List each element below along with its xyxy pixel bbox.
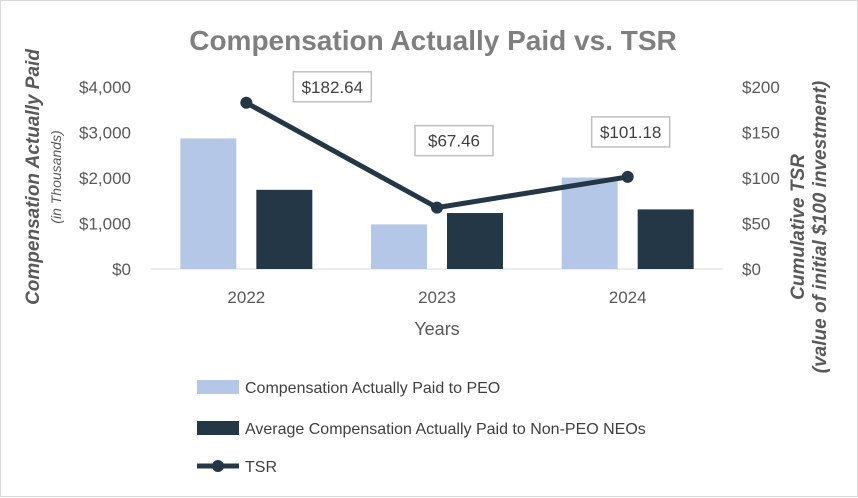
y2-tick-label: $200 (742, 78, 780, 97)
y2-axis-title: Cumulative TSR (value of initial $100 in… (788, 81, 831, 373)
tsr-callout-box (292, 71, 373, 103)
tsr-point (240, 96, 253, 109)
bar-non-peo-neo (637, 209, 694, 269)
bar-peo (180, 138, 237, 269)
x-axis-title: Years (414, 319, 459, 339)
plot-area: $0 $1,000 $2,000 $3,000 $4,000 $0 $50 $100 $150 $… (79, 71, 780, 307)
y-tick-label: $0 (112, 260, 131, 279)
tsr-point (431, 201, 443, 214)
x-tick-label: 2022 (227, 288, 265, 307)
bar-peo (371, 224, 427, 269)
y-tick-label: $3,000 (79, 124, 131, 143)
bar-non-peo-neo (256, 189, 313, 269)
tsr-data-label: $182.64 (302, 78, 363, 97)
legend-label: TSR (245, 459, 277, 476)
tsr-point (621, 170, 634, 183)
tsr-data-label: $101.18 (600, 123, 661, 142)
tsr-data-label: $67.46 (428, 132, 480, 151)
legend-swatch-marker (212, 460, 224, 472)
chart-title: Compensation Actually Paid vs. TSR (189, 25, 677, 56)
y2-axis-title-text: Cumulative TSR (788, 154, 809, 300)
legend: Compensation Actually Paid to PEO Average… (197, 380, 646, 476)
y2-tick-label: $50 (742, 215, 770, 234)
tsr-callout-box (414, 124, 494, 157)
y-axis-title: Compensation Actually Paid (in Thousands… (23, 49, 64, 305)
y-axis-subtitle: (in Thousands) (48, 130, 64, 223)
y-tick-label: $2,000 (79, 169, 131, 188)
legend-swatch (197, 380, 239, 394)
x-tick-label: 2024 (609, 288, 647, 307)
x-tick-label: 2023 (418, 288, 456, 307)
y-tick-label: $4,000 (79, 78, 131, 97)
bar-peo (561, 177, 618, 269)
y-axis-title-text: Compensation Actually Paid (23, 49, 44, 305)
y2-axis-subtitle: (value of initial $100 investment) (810, 81, 831, 373)
legend-label: Compensation Actually Paid to PEO (245, 380, 500, 397)
y2-tick-label: $150 (742, 124, 780, 143)
y-tick-label: $1,000 (79, 215, 131, 234)
legend-swatch (197, 421, 239, 435)
legend-label: Average Compensation Actually Paid to No… (245, 421, 646, 438)
y2-tick-label: $100 (742, 169, 780, 188)
y2-tick-label: $0 (742, 260, 761, 279)
tsr-callout-box (590, 116, 671, 148)
bar-non-peo-neo (447, 213, 503, 269)
